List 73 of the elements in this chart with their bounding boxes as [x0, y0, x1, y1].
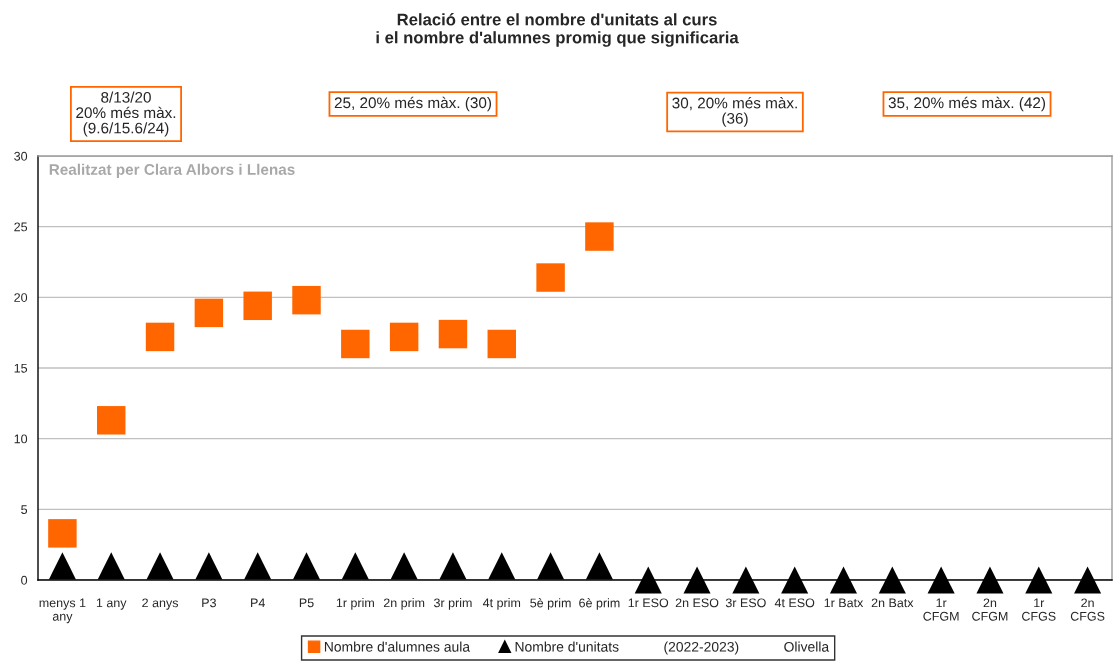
- y-tick-label: 15: [14, 363, 28, 373]
- text: Olivella: [784, 641, 830, 652]
- x-tick-label: 2n Batx: [871, 598, 914, 608]
- x-tick-label: P5: [299, 598, 314, 608]
- x-tick-label: 2n CFGM: [972, 598, 1008, 621]
- text: 35, 20% més màx. (42): [888, 96, 1046, 112]
- annotation: Realitzat per Clara Albors i Llenas: [49, 163, 295, 178]
- x-tick-label: P4: [251, 598, 265, 608]
- chart-title: Relació entre el nombre d'unitats al curs i el nombre d'alumnes promig que significaria: [376, 13, 739, 47]
- point: [537, 552, 565, 580]
- x-tick-label: 4t ESO: [774, 598, 815, 608]
- x-tick-label: 3r prim: [433, 598, 472, 610]
- y-tick-label: 25: [14, 222, 28, 232]
- point: [48, 552, 76, 580]
- x-tick-label: 2n CFGS: [1070, 598, 1105, 621]
- x-tick-label: 1r Batx: [824, 598, 864, 608]
- x-tick-label: 1r CFGS: [1022, 598, 1056, 621]
- point: [976, 566, 1004, 594]
- point: [829, 566, 858, 594]
- point: [487, 329, 516, 359]
- y-tick-label: 30: [14, 151, 28, 161]
- x-tick-label: 2n prim: [383, 598, 425, 610]
- point: [683, 566, 711, 594]
- point: [292, 552, 321, 580]
- point: [438, 319, 468, 349]
- x-tick-label: 1r prim: [336, 598, 374, 610]
- x-tick-label: menys 1 any: [39, 598, 86, 624]
- x-tick-label: 3r ESO: [725, 598, 766, 608]
- point: [585, 552, 613, 580]
- text: (2022-2023): [664, 641, 739, 655]
- point: [97, 406, 126, 435]
- text: 25, 20% més màx. (30): [334, 96, 492, 112]
- y-tick-label: 20: [14, 293, 28, 302]
- point: [145, 322, 175, 352]
- point: [1025, 566, 1053, 594]
- y-tick-label: 10: [14, 434, 28, 444]
- x-tick-label: 1r CFGM: [923, 598, 959, 621]
- x-tick-label: 1 any: [96, 598, 127, 610]
- point: [536, 263, 565, 292]
- point: [97, 552, 125, 580]
- point: [585, 222, 614, 251]
- point: [781, 566, 809, 594]
- text: 8/13/20 20% més màx. (9.6/15.6/24): [76, 91, 176, 137]
- point: [634, 566, 662, 594]
- point: [244, 552, 272, 580]
- x-tick-label: 2n ESO: [675, 598, 719, 608]
- point: [390, 552, 418, 580]
- text: 30, 20% més màx. (36): [672, 97, 797, 127]
- x-tick-label: 6è prim: [579, 598, 620, 610]
- x-tick-label: 5è prim: [530, 598, 571, 610]
- y-tick-label: 5: [21, 505, 28, 514]
- point: [195, 552, 223, 580]
- legend-label: Nombre d'unitats: [515, 641, 619, 652]
- point: [878, 566, 906, 594]
- x-tick-label: 4t prim: [482, 598, 521, 610]
- point: [341, 552, 369, 580]
- point: [292, 285, 321, 315]
- x-tick-label: 2 anys: [142, 598, 179, 610]
- y-tick-label: 0: [21, 575, 28, 585]
- point: [243, 291, 272, 321]
- point: [439, 552, 467, 580]
- point: [1074, 566, 1102, 594]
- point: [927, 566, 955, 594]
- point: [194, 298, 224, 328]
- point: [341, 329, 370, 359]
- point: [488, 552, 516, 580]
- point: [389, 322, 419, 352]
- x-tick-label: P3: [202, 598, 216, 608]
- legend-label: Nombre d'alumnes aula: [324, 641, 471, 652]
- x-tick-label: 1r ESO: [628, 598, 669, 608]
- point: [732, 566, 760, 594]
- point: [48, 519, 77, 548]
- point: [146, 552, 174, 580]
